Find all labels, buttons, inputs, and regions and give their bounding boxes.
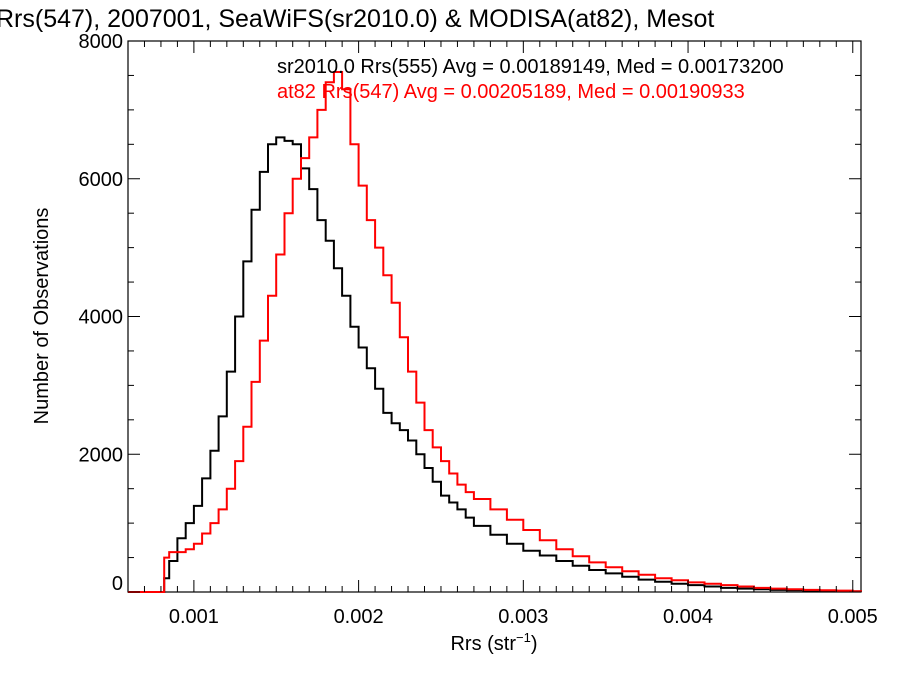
x-axis-label-close: )	[531, 633, 538, 655]
y-tick-label: 2000	[79, 444, 124, 466]
series-line-black	[128, 136, 862, 593]
x-axis-label: Rrs (str−1)	[450, 630, 537, 655]
x-tick-label: 0.001	[169, 606, 219, 628]
y-axis: 0 2000 4000 6000 8000	[79, 31, 861, 595]
legend-annotation-black: sr2010.0 Rrs(555) Avg = 0.00189149, Med …	[277, 56, 784, 78]
x-tick-label: 0.002	[334, 606, 384, 628]
y-axis-label: Number of Observations	[31, 208, 53, 425]
chart-title: Rrs(547), 2007001, SeaWiFS(sr2010.0) & M…	[0, 5, 714, 33]
x-tick-label: 0.005	[828, 606, 878, 628]
x-tick-label: 0.004	[663, 606, 713, 628]
y-tick-label: 0	[112, 573, 123, 595]
y-tick-label: 8000	[79, 31, 124, 53]
y-tick-label: 6000	[79, 169, 124, 191]
series-layer	[128, 71, 862, 593]
x-axis-label-main: Rrs (str	[450, 633, 516, 655]
series-line-red	[128, 71, 862, 593]
x-axis: 0.001 0.002 0.003 0.004 0.005	[143, 41, 878, 628]
legend-annotation-red: at82 Rrs(547) Avg = 0.00205189, Med = 0.…	[277, 81, 745, 103]
y-tick-label: 4000	[79, 307, 124, 329]
x-axis-label-superscript: −1	[516, 630, 531, 645]
x-tick-label: 0.003	[498, 606, 548, 628]
